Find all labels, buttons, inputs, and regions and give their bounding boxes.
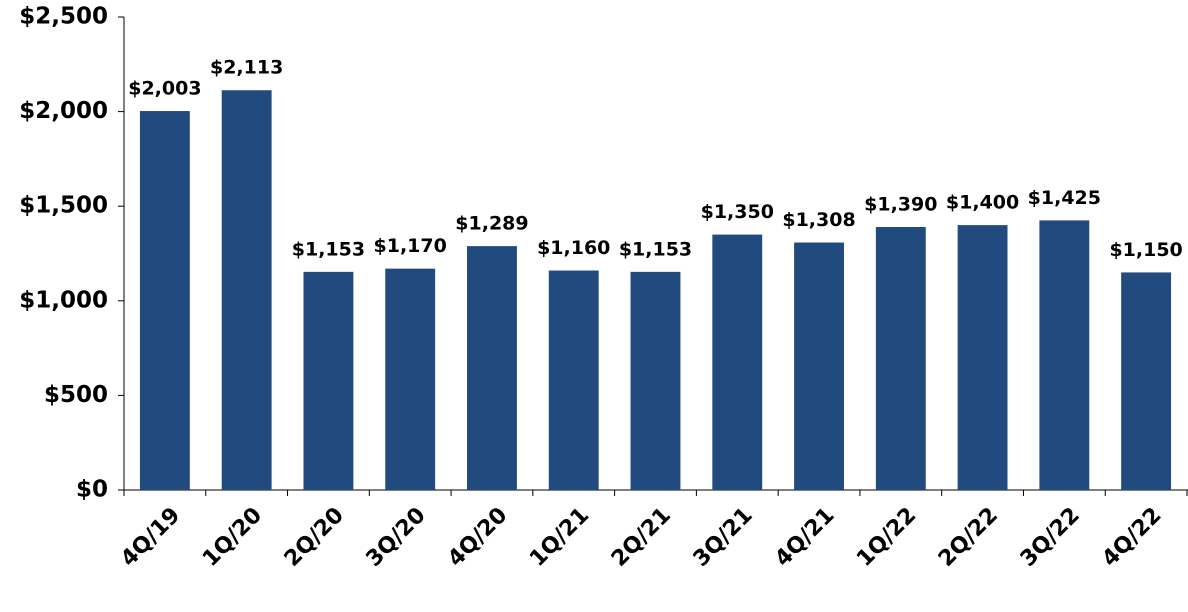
bar	[712, 234, 763, 490]
bar	[875, 227, 926, 490]
x-tick-label: 4Q/20	[443, 503, 512, 572]
value-label: $1,289	[455, 213, 528, 235]
bar	[385, 268, 436, 490]
y-tick-label: $0	[76, 477, 108, 503]
value-label: $1,153	[292, 238, 365, 260]
bar	[630, 271, 681, 490]
bar	[957, 225, 1008, 490]
y-tick-label: $2,000	[19, 98, 108, 124]
x-tick-label: 1Q/21	[525, 503, 594, 572]
x-tick-label: 4Q/22	[1098, 503, 1167, 572]
value-label: $1,400	[946, 192, 1019, 214]
x-tick-label: 1Q/20	[198, 503, 267, 572]
bar	[303, 271, 354, 490]
x-tick-label: 3Q/21	[689, 503, 758, 572]
value-label: $1,153	[619, 238, 692, 260]
bar	[1121, 272, 1172, 490]
value-label: $2,003	[128, 78, 201, 100]
bar	[139, 111, 190, 490]
x-tick-label: 3Q/22	[1016, 503, 1085, 572]
value-label: $2,113	[210, 57, 283, 79]
bar	[794, 242, 844, 490]
x-tick-label: 4Q/19	[116, 503, 185, 572]
value-label: $1,170	[374, 235, 447, 257]
bar	[221, 90, 272, 490]
y-tick-label: $1,000	[19, 287, 108, 313]
y-tick-label: $1,500	[19, 193, 108, 219]
y-tick-label: $2,500	[19, 4, 108, 30]
x-tick-label: 2Q/22	[934, 503, 1003, 572]
x-tick-label: 1Q/22	[852, 503, 921, 572]
value-label: $1,160	[537, 237, 610, 259]
bar	[1039, 220, 1090, 490]
value-label: $1,308	[782, 209, 855, 231]
x-tick-label: 2Q/20	[280, 503, 349, 572]
x-tick-label: 4Q/21	[770, 503, 839, 572]
value-label: $1,150	[1109, 239, 1182, 261]
bar	[548, 270, 599, 490]
value-label: $1,390	[864, 194, 937, 216]
value-label: $1,425	[1028, 187, 1101, 209]
bar	[467, 246, 517, 490]
x-tick-label: 2Q/21	[607, 503, 676, 572]
value-label: $1,350	[701, 201, 774, 223]
x-tick-label: 3Q/20	[362, 503, 431, 572]
y-tick-label: $500	[44, 382, 108, 408]
